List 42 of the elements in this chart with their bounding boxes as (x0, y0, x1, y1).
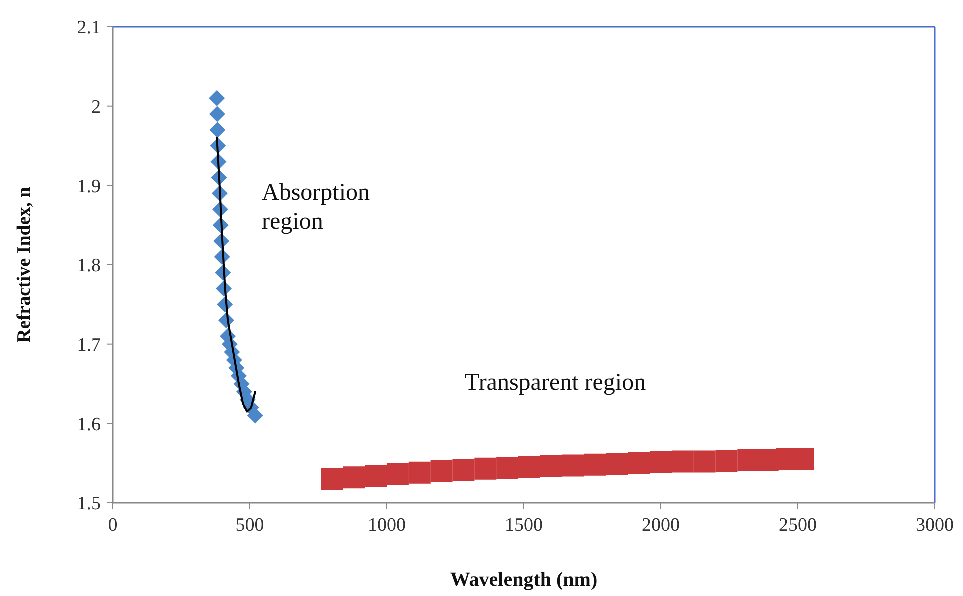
annotation: Absorption region (262, 180, 370, 235)
point (209, 106, 226, 122)
point (430, 460, 453, 482)
point (496, 457, 519, 480)
x-tick-label: 0 (108, 515, 118, 536)
point (408, 462, 431, 484)
y-tick-label: 2.1 (77, 18, 101, 39)
x-tick-label: 1500 (505, 515, 543, 536)
point (343, 466, 366, 489)
point (628, 452, 650, 474)
x-tick-label: 3000 (916, 515, 954, 536)
point (584, 454, 606, 476)
point (540, 456, 562, 478)
point (452, 459, 475, 482)
point (562, 454, 584, 477)
y-tick-label: 1.8 (77, 256, 101, 277)
point (518, 456, 540, 478)
x-tick-label: 2500 (779, 515, 817, 536)
y-tick-label: 1.7 (77, 334, 101, 356)
point (606, 453, 628, 476)
point (672, 450, 694, 473)
point (386, 463, 409, 486)
y-tick-label: 1.9 (77, 176, 101, 198)
point (694, 450, 716, 473)
x-tick-label: 500 (236, 515, 264, 536)
point (650, 452, 672, 474)
point (474, 458, 497, 480)
x-tick-label: 2000 (642, 515, 680, 536)
y-tick-label: 1.6 (77, 414, 101, 436)
x-tick-label: 1000 (368, 515, 406, 536)
point (792, 448, 814, 470)
y-tick-label: 1.5 (77, 494, 101, 515)
y-tick-label: 2 (92, 96, 101, 118)
point (321, 468, 344, 490)
point (365, 465, 388, 488)
annotation: Transparent region (465, 370, 646, 396)
point (209, 90, 226, 106)
point (716, 450, 738, 472)
y-axis-title: Refractive Index, n (14, 186, 35, 343)
point (210, 122, 226, 138)
x-axis-title: Wavelength (nm) (450, 569, 598, 591)
point (247, 408, 264, 424)
